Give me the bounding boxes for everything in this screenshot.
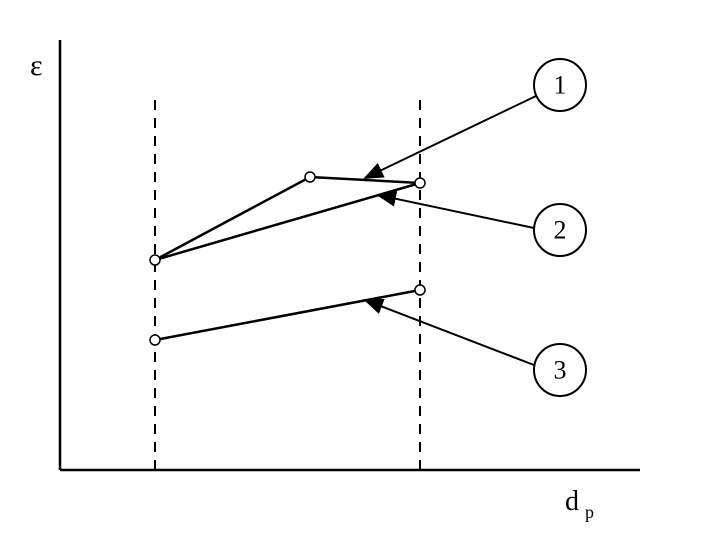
marker — [305, 172, 315, 182]
marker — [150, 335, 160, 345]
series-3-line — [155, 290, 420, 340]
annotation-1: 1 — [365, 59, 586, 178]
vertical-guides — [155, 100, 420, 470]
series-3 — [155, 290, 420, 340]
y-axis-label: ε — [30, 49, 43, 82]
annotation-2-arrow — [378, 195, 534, 228]
annotation-3-label: 3 — [554, 356, 567, 385]
x-axis-label: d — [565, 486, 579, 517]
annotation-2-label: 2 — [554, 216, 567, 245]
marker — [415, 285, 425, 295]
annotation-3: 3 — [365, 300, 586, 396]
marker — [150, 255, 160, 265]
markers — [150, 172, 425, 345]
annotation-1-arrow — [365, 96, 536, 178]
annotation-2: 2 — [378, 195, 586, 256]
chart-container: ε d p — [0, 0, 708, 534]
annotation-3-arrow — [365, 300, 534, 365]
annotation-1-label: 1 — [554, 71, 567, 100]
chart-svg: ε d p — [0, 0, 708, 534]
x-axis-label-group: d p — [565, 486, 594, 522]
marker — [415, 178, 425, 188]
x-axis-label-sub: p — [585, 502, 594, 522]
